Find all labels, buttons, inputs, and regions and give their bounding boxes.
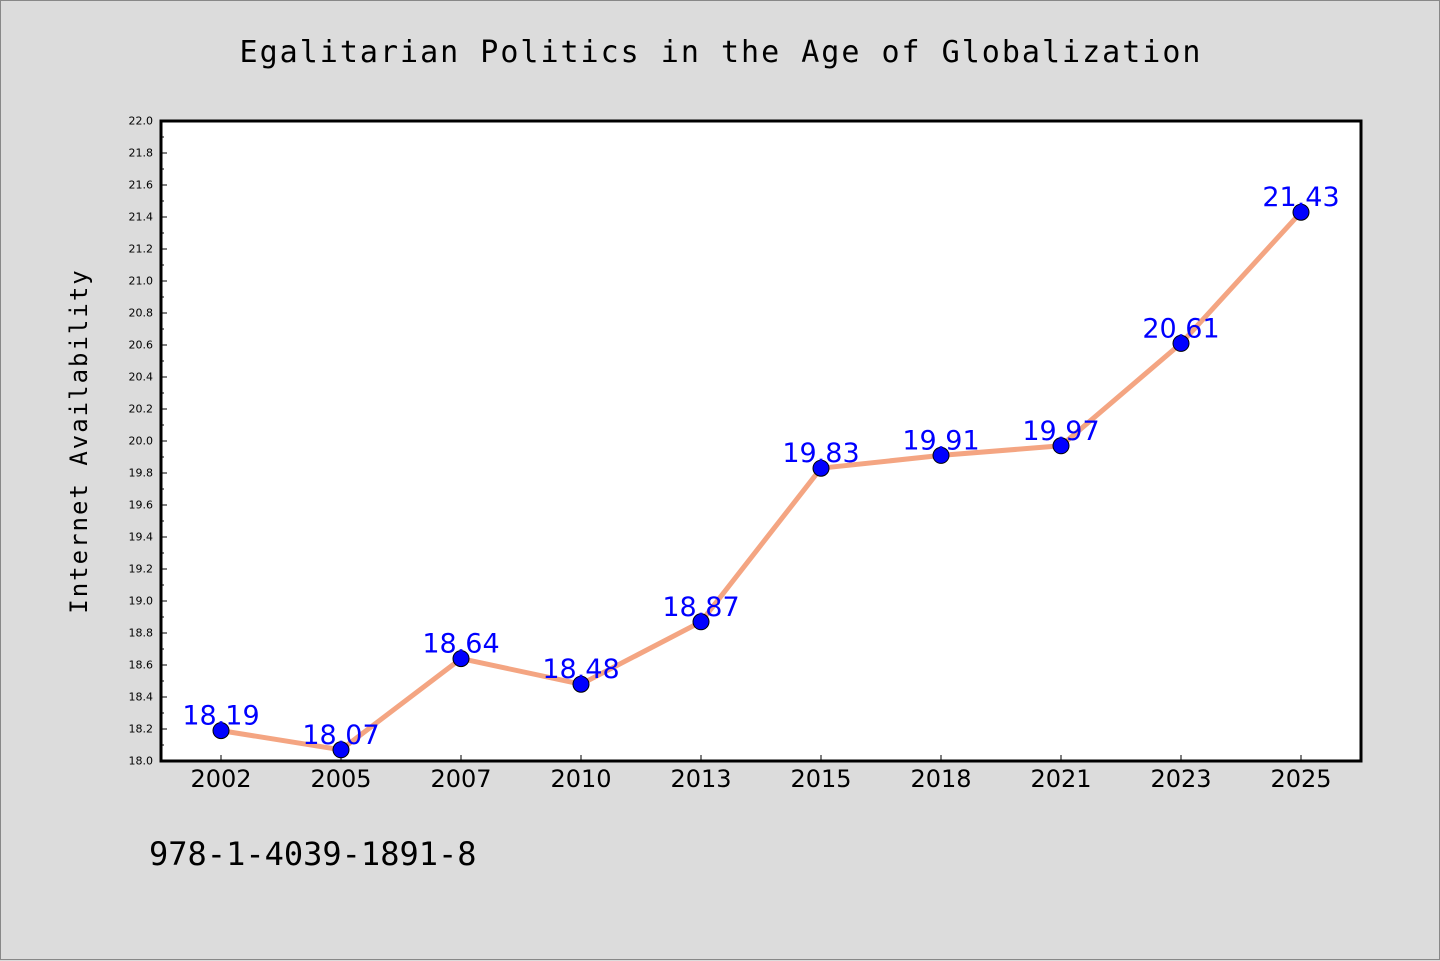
x-tick-label: 2005 <box>310 765 371 793</box>
data-label: 20.61 <box>1142 313 1219 344</box>
x-tick-label: 2023 <box>1150 765 1211 793</box>
y-tick-label: 20.0 <box>129 435 154 448</box>
y-tick-label: 20.6 <box>129 339 154 352</box>
y-tick-label: 18.0 <box>129 755 154 768</box>
data-point <box>452 650 470 668</box>
x-tick-label: 2010 <box>550 765 611 793</box>
x-tick-label: 2025 <box>1270 765 1331 793</box>
y-tick-label: 19.0 <box>129 595 154 608</box>
plot-frame <box>159 119 1363 763</box>
y-tick-label: 18.8 <box>129 627 154 640</box>
data-label: 19.97 <box>1022 416 1099 447</box>
y-tick-label: 19.4 <box>129 531 154 544</box>
plot-area <box>161 121 1361 761</box>
y-tick-label: 20.8 <box>129 307 154 320</box>
data-label: 19.83 <box>782 438 859 469</box>
data-label: 21.43 <box>1262 182 1339 213</box>
data-point <box>692 613 710 631</box>
x-tick-label: 2007 <box>430 765 491 793</box>
x-tick-label: 2015 <box>790 765 851 793</box>
y-tick-label: 21.6 <box>129 179 154 192</box>
y-tick-label: 19.2 <box>129 563 154 576</box>
y-tick-label: 21.4 <box>129 211 154 224</box>
data-label: 18.87 <box>662 592 739 623</box>
y-axis-label: Internet Availability <box>65 268 93 613</box>
data-label: 18.48 <box>542 654 619 685</box>
data-point <box>1292 203 1310 221</box>
y-tick-label: 18.6 <box>129 659 154 672</box>
y-tick-label: 21.8 <box>129 147 154 160</box>
x-tick-label: 2018 <box>910 765 971 793</box>
footer-code: 978-1-4039-1891-8 <box>149 835 477 873</box>
y-tick-label: 22.0 <box>129 115 154 128</box>
data-point <box>1052 437 1070 455</box>
y-tick-label: 21.0 <box>129 275 154 288</box>
x-tick-label: 2021 <box>1030 765 1091 793</box>
chart-title: Egalitarian Politics in the Age of Globa… <box>239 35 1203 70</box>
data-label: 18.19 <box>182 701 259 732</box>
data-point <box>812 459 830 477</box>
y-tick-label: 20.4 <box>129 371 154 384</box>
data-label: 18.64 <box>422 629 499 660</box>
y-tick-label: 20.2 <box>129 403 154 416</box>
data-point <box>572 675 590 693</box>
data-point <box>332 741 350 759</box>
data-point <box>932 446 950 464</box>
y-tick-label: 18.2 <box>129 723 154 736</box>
y-tick-label: 19.8 <box>129 467 154 480</box>
y-tick-label: 18.4 <box>129 691 154 704</box>
x-tick-label: 2013 <box>670 765 731 793</box>
y-tick-label: 19.6 <box>129 499 154 512</box>
data-point <box>212 722 230 740</box>
series-line <box>218 209 1304 753</box>
data-label: 19.91 <box>902 425 979 456</box>
data-label: 18.07 <box>302 720 379 751</box>
y-tick-label: 21.2 <box>129 243 154 256</box>
data-point <box>1172 334 1190 352</box>
x-tick-label: 2002 <box>190 765 251 793</box>
